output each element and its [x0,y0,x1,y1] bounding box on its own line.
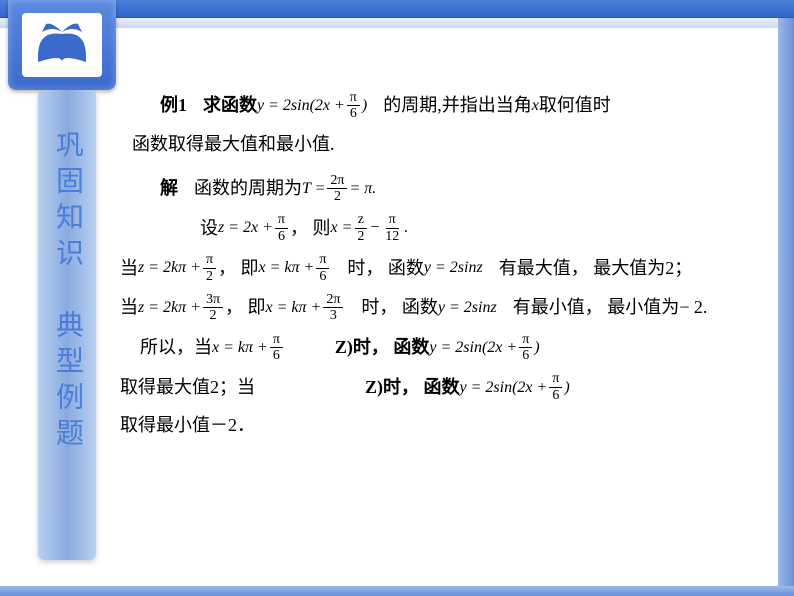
l6w4: 有最小值， 最小值为− 2. [513,293,708,322]
line4: 设 z = 2x + π 6 ， 则 x = z 2 − π 12 . [200,212,770,244]
l6w1: 当 [120,293,138,322]
l6w2: ， 即 [225,293,266,322]
l5e1: z = 2kπ + [138,255,201,281]
l5e2: x = kπ + [259,255,315,281]
l6e3: y = 2sinz [438,295,497,321]
line1-var: x [532,93,539,119]
l6f1: 3π 2 [203,292,223,324]
bottom-bar [0,586,794,596]
line4-mid: ， 则 [290,214,331,243]
l5e3: y = 2sinz [424,255,483,281]
sidebar: 巩固知识 典型例题 [38,90,96,560]
l8f1: π 6 [549,371,562,403]
line1-prefix: 求函数 [203,91,257,120]
line5: 当 z = 2kπ + π 2 ， 即 x = kπ + π 6 时， 函数 y… [120,252,770,284]
line4-f2: z 2 [354,212,367,244]
example-label: 例1 [160,91,187,120]
line1-frac: π 6 [347,90,360,122]
top-sub-bar [0,18,794,28]
line8: 取得最大值2；当 Z)时， 函数 y = 2sin(2x + π 6 ) [120,371,770,403]
l7w2: Z)时， 函数 [335,333,430,362]
line2-text: 函数取得最大值和最小值. [132,130,335,159]
right-bar [778,18,794,596]
line4-prefix: 设 [200,214,218,243]
l7f1: π 6 [270,332,283,364]
line4-e2: x = [331,215,353,241]
l8w1: 取得最大值2；当 [120,373,255,402]
l5w1: 当 [120,254,138,283]
line3: 解 函数的周期为 T = 2π 2 = π. [160,173,770,205]
line6: 当 z = 2kπ + 3π 2 ， 即 x = kπ + 2π 3 时， 函数… [120,292,770,324]
book-icon [32,20,92,70]
l9: 取得最小值－2． [120,411,255,440]
line1-expr-post: ) [362,93,367,119]
l5f2: π 6 [316,252,329,284]
line4-f1: π 6 [275,212,288,244]
l6f2: 2π 3 [323,292,343,324]
line4-suffix: . [404,215,408,241]
line4-e1: z = 2x + [218,215,273,241]
l7e2: y = 2sin(2x + [429,335,517,361]
line9: 取得最小值－2． [120,411,770,440]
line3-expr: T = [302,176,325,202]
l5f1: π 2 [203,252,216,284]
l5w2: ， 即 [218,254,259,283]
line2: 函数取得最大值和最小值. [132,130,770,159]
l5w4: 有最大值， 最大值为2； [499,254,693,283]
line1-suffix: 取何值时 [539,91,611,120]
line3-prefix: 函数的周期为 [194,174,302,203]
logo-box [8,0,116,90]
line4-minus: − [369,215,380,241]
line1-expr-pre: y = 2sin(2x + [257,93,345,119]
l6e2: x = kπ + [266,295,322,321]
l6w3: 时， 函数 [361,293,438,322]
content-area: 例1 求函数 y = 2sin(2x + π 6 ) 的周期,并指出当角 x 取… [120,90,770,448]
example-line1: 例1 求函数 y = 2sin(2x + π 6 ) 的周期,并指出当角 x 取… [160,90,770,122]
line3-suffix: = π. [349,176,376,202]
line3-frac: 2π 2 [327,173,347,205]
sidebar-title: 巩固知识 典型例题 [47,130,87,454]
l7f2: π 6 [519,332,532,364]
line1-mid: 的周期,并指出当角 [383,91,532,120]
l8w2: Z)时， 函数 [365,373,460,402]
l5w3: 时， 函数 [347,254,424,283]
l6e1: z = 2kπ + [138,295,201,321]
l8e2: ) [564,375,569,401]
l7e3: ) [534,335,539,361]
logo-inner [22,13,102,77]
line7: 所以，当 x = kπ + π 6 Z)时， 函数 y = 2sin(2x + … [140,332,770,364]
l7e1: x = kπ + [212,335,268,361]
l7w1: 所以，当 [140,333,212,362]
top-bar [0,0,794,18]
l8e1: y = 2sin(2x + [460,375,548,401]
solution-label: 解 [160,174,178,203]
line4-f3: π 12 [382,212,402,244]
